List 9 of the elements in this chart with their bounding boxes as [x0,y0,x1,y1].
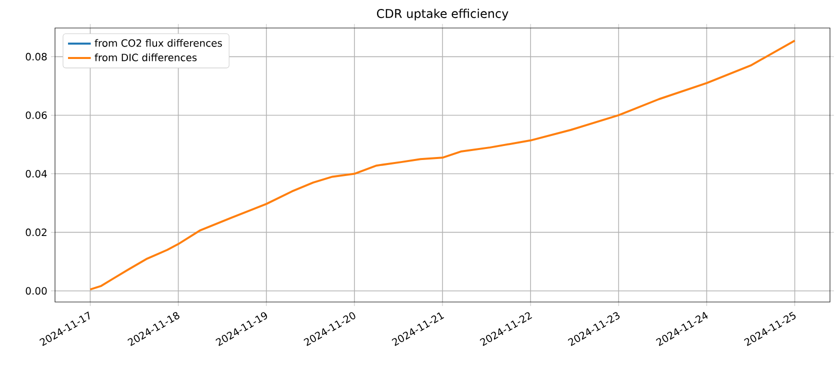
line-series [89,40,796,290]
y-tick-label: 0.06 [26,111,47,120]
chart-title: CDR uptake efficiency [376,8,508,20]
y-tick-label: 0.02 [26,228,46,236]
y-tick-label: 0.00 [26,287,47,295]
legend-label: from DIC differences [94,54,197,62]
y-tick-label: 0.08 [26,52,47,60]
legend-label: from CO2 flux differences [94,39,222,47]
y-tick-label: 0.04 [26,170,47,178]
